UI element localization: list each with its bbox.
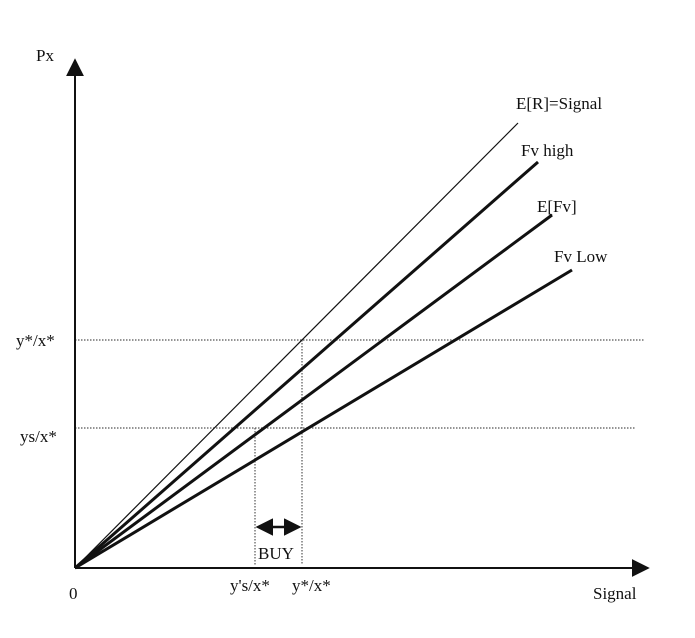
upper-level-label: y*/x* <box>16 331 55 350</box>
fv-low-label: Fv Low <box>554 247 608 266</box>
fv-high-label: Fv high <box>521 141 574 160</box>
y-axis-label: Px <box>36 46 54 65</box>
er-signal-label: E[R]=Signal <box>516 94 602 113</box>
x-axis-label: Signal <box>593 584 637 603</box>
origin-label: 0 <box>69 584 78 603</box>
left-signal-label: y's/x* <box>230 576 270 595</box>
er-signal-line <box>74 122 519 569</box>
efv-line <box>74 213 553 570</box>
fv-low-line <box>74 268 573 570</box>
efv-label: E[Fv] <box>537 197 577 216</box>
lower-level-label: ys/x* <box>20 427 57 446</box>
buy-label: BUY <box>258 544 294 563</box>
right-signal-label: y*/x* <box>292 576 331 595</box>
fv-high-line <box>74 160 539 570</box>
